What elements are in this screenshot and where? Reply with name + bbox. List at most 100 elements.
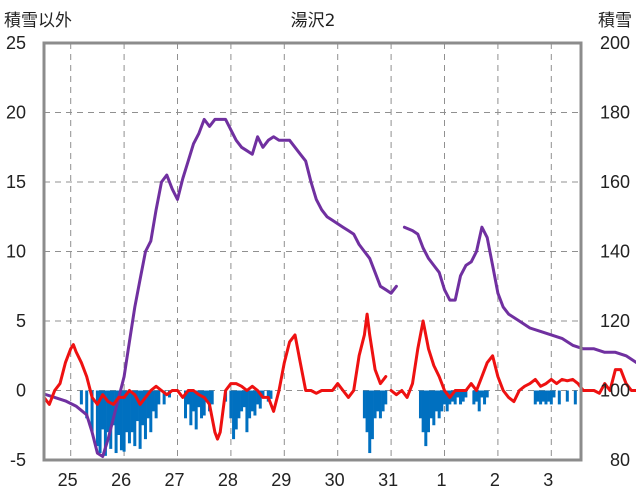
snow_depth-line	[42, 117, 398, 458]
snowfall-bar	[186, 390, 190, 405]
snowfall-bar	[98, 390, 102, 454]
snowfall-bar	[368, 390, 372, 454]
snowfall-bar	[210, 390, 214, 405]
snowfall-bar	[418, 390, 422, 419]
data-lines	[42, 117, 636, 458]
snowfall-bar	[453, 390, 457, 405]
right-axis-title: 積雪	[598, 11, 632, 31]
snowfall-bar	[197, 390, 201, 408]
snowfall-bar	[424, 390, 428, 447]
snowfall-bar	[205, 390, 209, 402]
snowfall-bar	[443, 390, 446, 405]
snowfall-bar	[114, 390, 118, 454]
left-axis-title: 積雪以外	[4, 11, 72, 31]
snowfall-bar	[256, 390, 260, 405]
snowfall-bar	[426, 390, 430, 433]
snowfall-bar	[242, 390, 246, 408]
snowfall-bar	[429, 390, 433, 419]
x-tick-label: 26	[111, 470, 131, 490]
snowfall-bar	[200, 390, 204, 419]
snowfall-bar	[245, 390, 249, 433]
snowfall-bar	[95, 390, 99, 447]
snowfall-bar	[130, 390, 134, 433]
snowfall-bar	[269, 390, 273, 399]
snowfall-bar	[464, 390, 468, 398]
snowfall-bar	[141, 390, 145, 426]
x-tick-label: 27	[164, 470, 184, 490]
snowfall-bar	[541, 390, 545, 402]
snowfall-bar	[248, 390, 252, 419]
snowfall-bar	[381, 390, 385, 412]
left-tick-label: 0	[16, 381, 26, 401]
snowfall-bar	[234, 390, 238, 430]
grid	[44, 43, 581, 460]
x-tick-label: 31	[378, 470, 398, 490]
left-tick-label: 10	[6, 242, 26, 262]
right-tick-label: 100	[600, 381, 630, 401]
chart-title: 湯沢2	[291, 11, 336, 31]
snowfall-bar	[258, 390, 262, 409]
snowfall-bar	[565, 390, 569, 402]
snowfall-bar	[162, 390, 166, 405]
left-tick-label: 25	[6, 33, 26, 53]
left-tick-label: -5	[10, 450, 26, 470]
right-tick-label: 120	[600, 311, 630, 331]
snowfall-bar	[157, 390, 161, 405]
snowfall-bar	[477, 390, 481, 412]
snowfall-bar	[365, 390, 369, 433]
left-tick-label: 15	[6, 172, 26, 192]
x-tick-label: 28	[218, 470, 238, 490]
snowfall-bar	[573, 390, 577, 405]
left-axis-ticks: -5 0 5 10 15 20 25	[6, 33, 26, 470]
snowfall-bar	[143, 390, 147, 440]
x-tick-label: 2	[490, 470, 500, 490]
snowfall-bar	[192, 390, 196, 412]
right-tick-label: 140	[600, 242, 630, 262]
snow_depth-line	[402, 225, 636, 365]
snowfall-bar	[261, 390, 265, 398]
snowfall-bar	[547, 390, 551, 402]
snowfall-bar	[133, 390, 137, 447]
plot-frame	[42, 41, 583, 462]
x-axis-ticks: 25 26 27 28 29 30 31 1 2 3	[58, 470, 554, 490]
snowfall-bar	[111, 390, 115, 426]
snowfall-bar	[253, 390, 257, 416]
x-tick-label: 29	[271, 470, 291, 490]
snowfall-bar	[103, 390, 107, 456]
snowfall-bar	[378, 390, 382, 419]
snowfall-bar	[544, 390, 548, 405]
snowfall-bar	[90, 390, 94, 433]
left-tick-label: 20	[6, 103, 26, 123]
x-tick-label: 1	[436, 470, 446, 490]
snowfall-bar	[475, 390, 479, 402]
snowfall-bar	[117, 390, 121, 435]
snowfall-bar	[373, 390, 377, 419]
snowfall-bar	[232, 390, 236, 440]
snowfall-bar	[539, 390, 543, 405]
right-axis-ticks: 80 100 120 140 160 180 200	[600, 33, 630, 470]
snowfall-bar	[459, 390, 463, 405]
snowfall-bar	[557, 390, 561, 405]
snowfall-bar	[472, 390, 476, 405]
snowfall-bar	[362, 390, 366, 419]
snowfall-bar	[536, 390, 540, 402]
snowfall-bar	[154, 390, 158, 419]
snowfall-bar	[552, 390, 556, 398]
snowfall-bar	[79, 390, 83, 405]
snowfall-bar	[109, 390, 113, 449]
temperature-line	[42, 312, 388, 441]
snowfall-bar	[101, 390, 105, 430]
snowfall-bar	[421, 390, 425, 433]
snowfall-bar	[376, 390, 380, 412]
snowfall-bar	[125, 390, 129, 433]
snowfall-bar	[229, 390, 233, 419]
snowfall-bar	[461, 390, 465, 402]
snowfall-bar	[440, 390, 444, 412]
snowfall-bar	[483, 390, 487, 405]
x-tick-label: 30	[325, 470, 345, 490]
snowfall-bar	[189, 390, 193, 426]
snowfall-bar	[549, 390, 553, 405]
snowfall-bar	[122, 390, 126, 452]
snowfall-bar	[250, 390, 254, 412]
